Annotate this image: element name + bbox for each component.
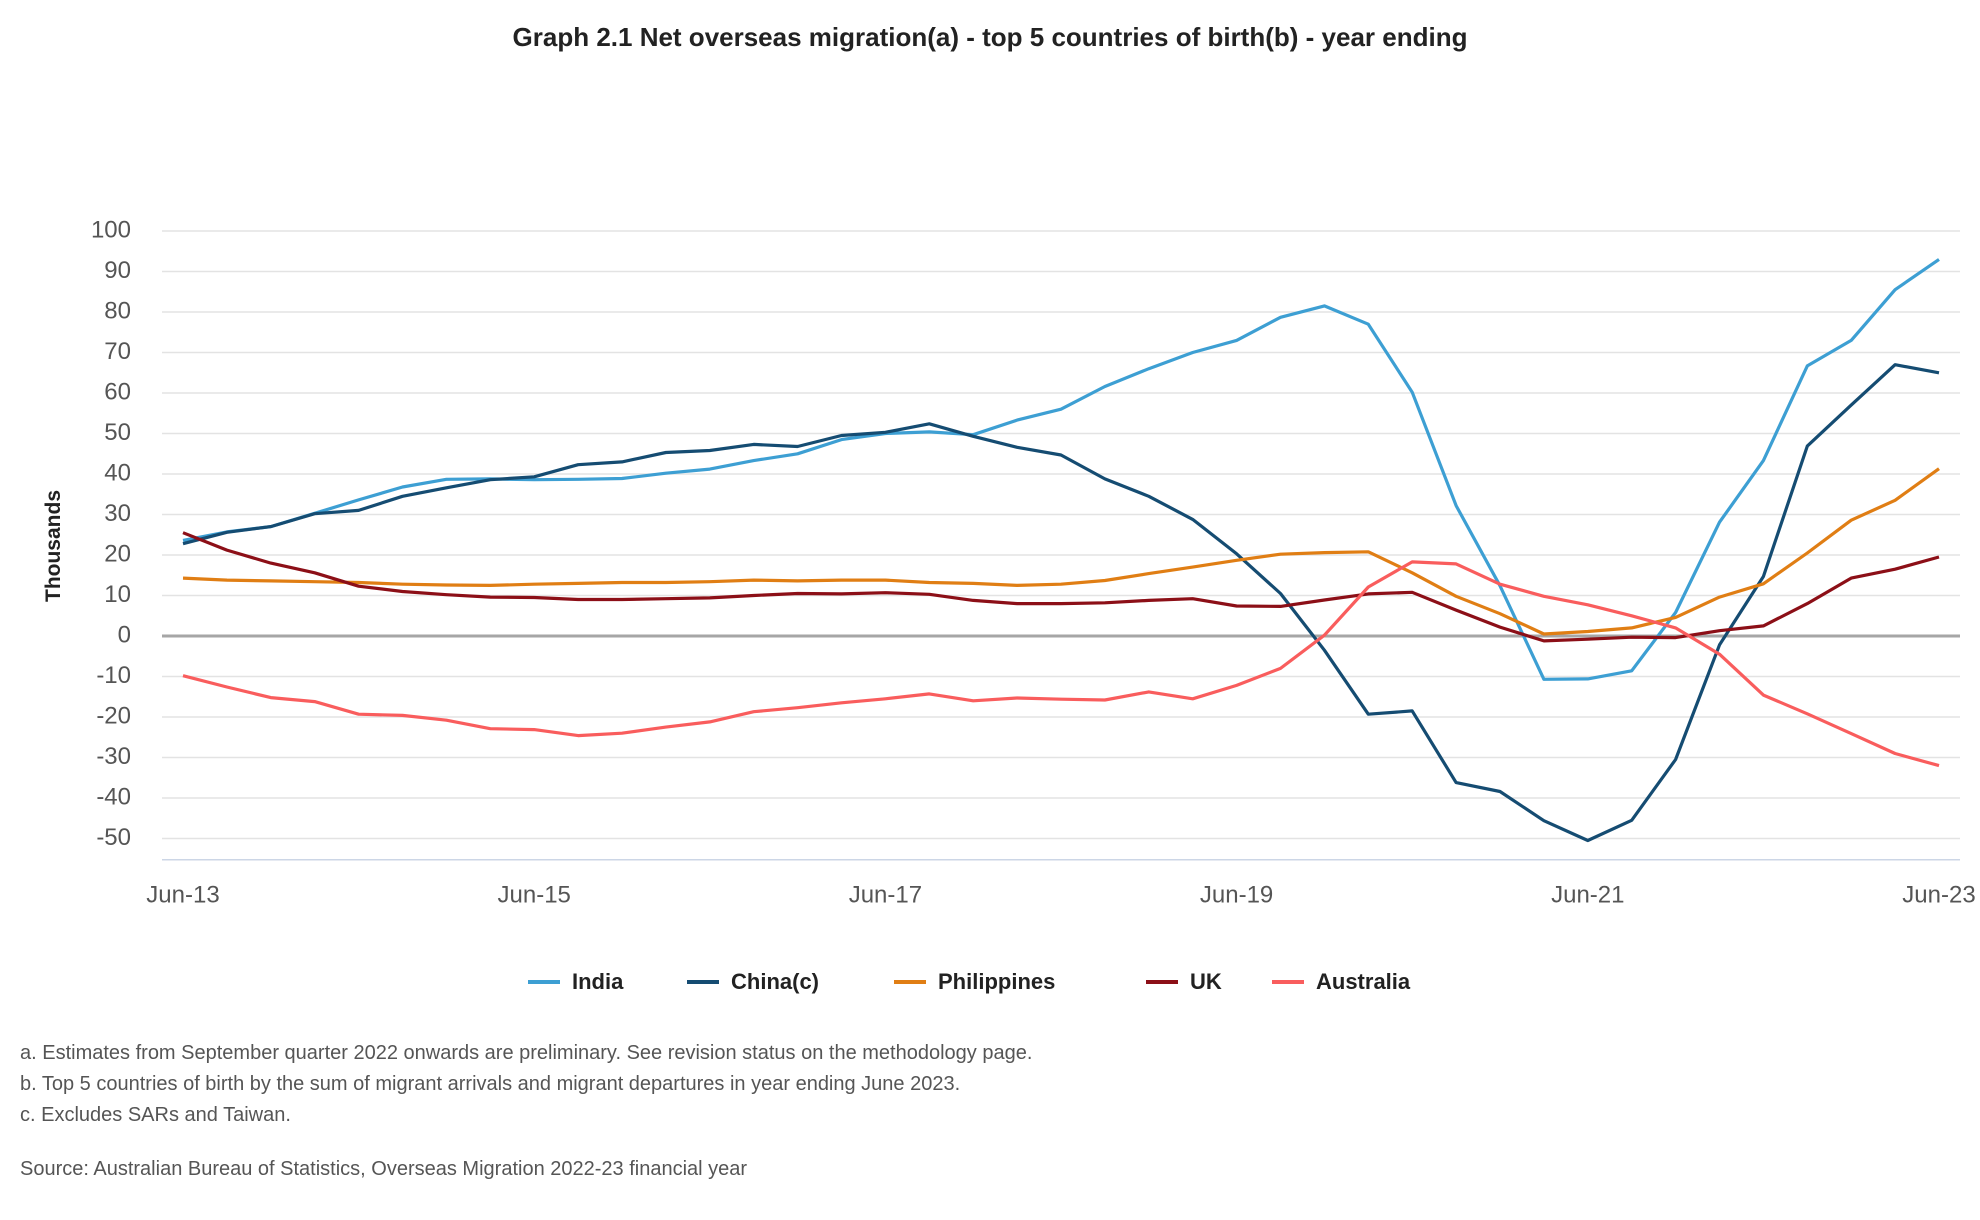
y-tick-label: 20	[104, 540, 131, 567]
legend-swatch-icon	[528, 980, 560, 984]
y-tick-label: 50	[104, 419, 131, 446]
series-line-uk	[182, 531, 1940, 643]
series-line-australia	[182, 560, 1940, 768]
y-tick-label: 60	[104, 378, 131, 405]
x-tick-label: Jun-13	[146, 881, 219, 908]
y-tick-label: 90	[104, 257, 131, 284]
gridlines	[162, 230, 1960, 861]
series-line-china-c	[182, 363, 1940, 843]
series-line-philippines	[182, 467, 1940, 636]
y-tick-label: 70	[104, 338, 131, 365]
y-tick-label: 100	[91, 216, 131, 243]
y-tick-label: 0	[118, 621, 131, 648]
x-tick-label: Jun-17	[849, 881, 922, 908]
legend-label: UK	[1190, 969, 1222, 994]
y-tick-label: 30	[104, 500, 131, 527]
legend-item[interactable]: UK	[1146, 966, 1222, 998]
y-tick-label: -20	[96, 702, 131, 729]
y-tick-label: -10	[96, 662, 131, 689]
footnotes: a. Estimates from September quarter 2022…	[20, 1038, 1032, 1131]
x-tick-label: Jun-23	[1902, 881, 1975, 908]
y-tick-label: -50	[96, 824, 131, 851]
legend-label: Philippines	[938, 969, 1056, 994]
legend-item[interactable]: India	[528, 966, 623, 998]
legend-swatch-icon	[687, 980, 719, 984]
series-line-india	[182, 258, 1940, 681]
chart-title: Graph 2.1 Net overseas migration(a) - to…	[512, 22, 1468, 52]
x-tick-label: Jun-21	[1551, 881, 1624, 908]
legend-swatch-icon	[1272, 980, 1304, 984]
legend-label: India	[572, 969, 624, 994]
legend-item[interactable]: Philippines	[894, 966, 1055, 998]
legend-swatch-icon	[894, 980, 926, 984]
x-axis-ticks: Jun-13 Jun-15 Jun-17 Jun-19 Jun-21 Jun-23	[146, 881, 1975, 908]
x-tick-label: Jun-15	[498, 881, 571, 908]
y-tick-label: -40	[96, 783, 131, 810]
series-lines	[182, 258, 1940, 843]
y-tick-label: 10	[104, 581, 131, 608]
source-note: Source: Australian Bureau of Statistics,…	[20, 1158, 748, 1180]
y-tick-label: 80	[104, 297, 131, 324]
legend-label: Australia	[1316, 969, 1411, 994]
footnote-a: a. Estimates from September quarter 2022…	[20, 1042, 1033, 1064]
footnote-b: b. Top 5 countries of birth by the sum o…	[20, 1073, 961, 1095]
legend-label: China(c)	[731, 969, 819, 994]
legend-item[interactable]: China(c)	[687, 966, 819, 998]
x-tick-label: Jun-19	[1200, 881, 1273, 908]
legend-item[interactable]: Australia	[1272, 966, 1410, 998]
footnote-c: c. Excludes SARs and Taiwan.	[20, 1104, 291, 1126]
legend: India China(c) Philippines UK Australia	[0, 966, 1980, 998]
y-tick-label: -30	[96, 743, 131, 770]
y-axis-title: Thousands	[42, 490, 65, 602]
legend-swatch-icon	[1146, 980, 1178, 984]
y-tick-label: 40	[104, 459, 131, 486]
